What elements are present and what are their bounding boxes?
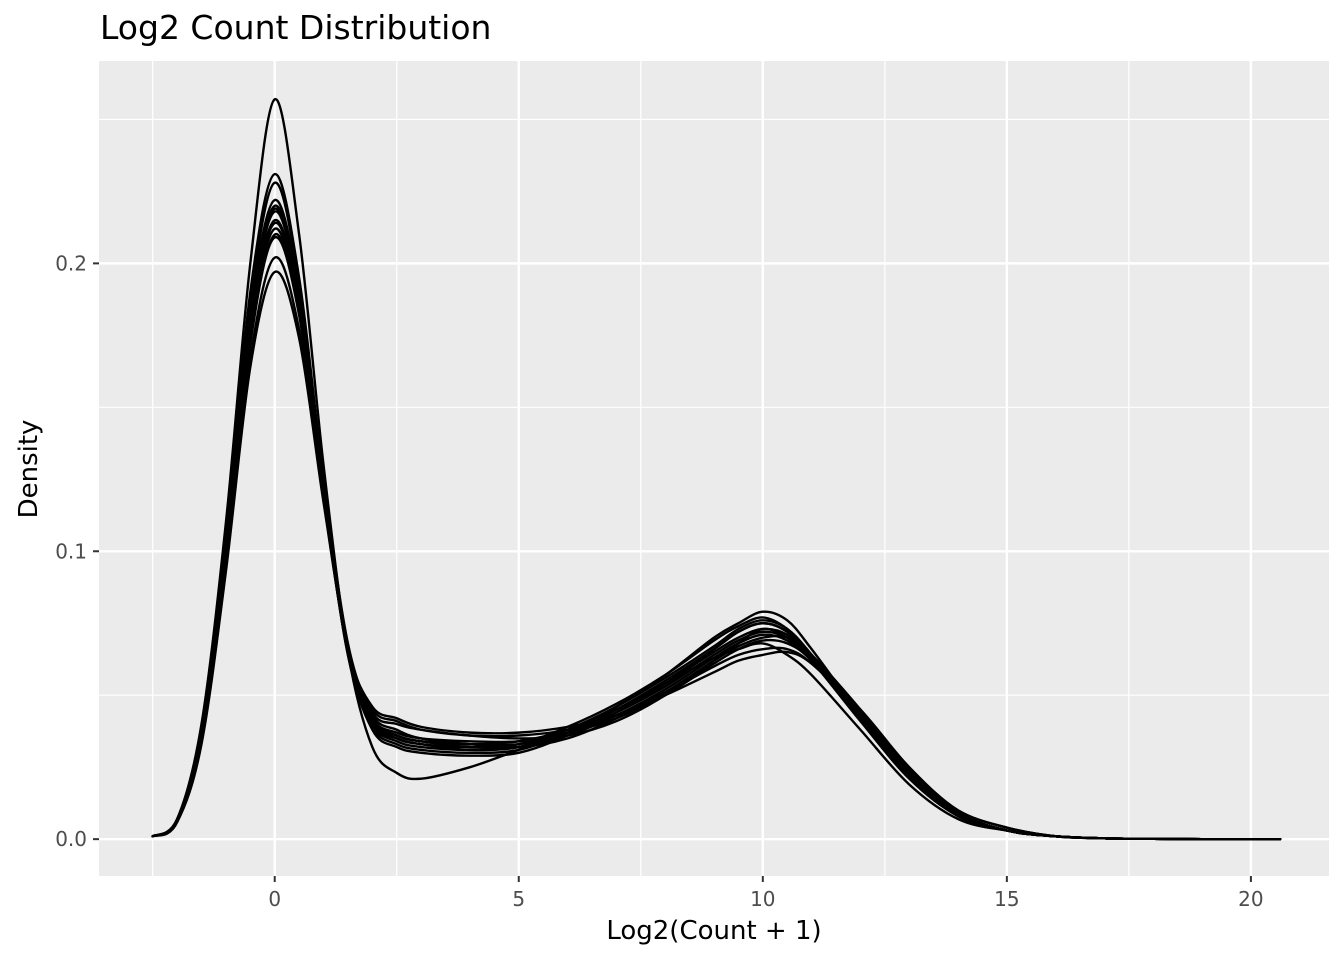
x-tick-label: 20: [1238, 887, 1263, 911]
y-tick-label: 0.2: [55, 251, 87, 275]
y-axis-title: Density: [14, 420, 44, 519]
x-tick-label: 5: [512, 887, 525, 911]
density-curve-14: [151, 207, 1282, 841]
x-tick-label: 0: [268, 887, 281, 911]
density-curves: [151, 98, 1282, 841]
y-tick-label: 0.0: [55, 827, 87, 851]
minor-gridlines: [99, 61, 1329, 876]
y-axis: 0.0 0.1 0.2: [55, 251, 99, 851]
plot-panel: [99, 61, 1329, 876]
x-axis: 0 5 10 15 20: [268, 876, 1264, 911]
chart-title: Log2 Count Distribution: [100, 8, 492, 47]
y-tick-label: 0.1: [55, 539, 87, 563]
x-tick-label: 10: [750, 887, 775, 911]
x-tick-label: 15: [994, 887, 1019, 911]
x-axis-title: Log2(Count + 1): [606, 916, 821, 946]
density-curve-13: [151, 221, 1282, 841]
